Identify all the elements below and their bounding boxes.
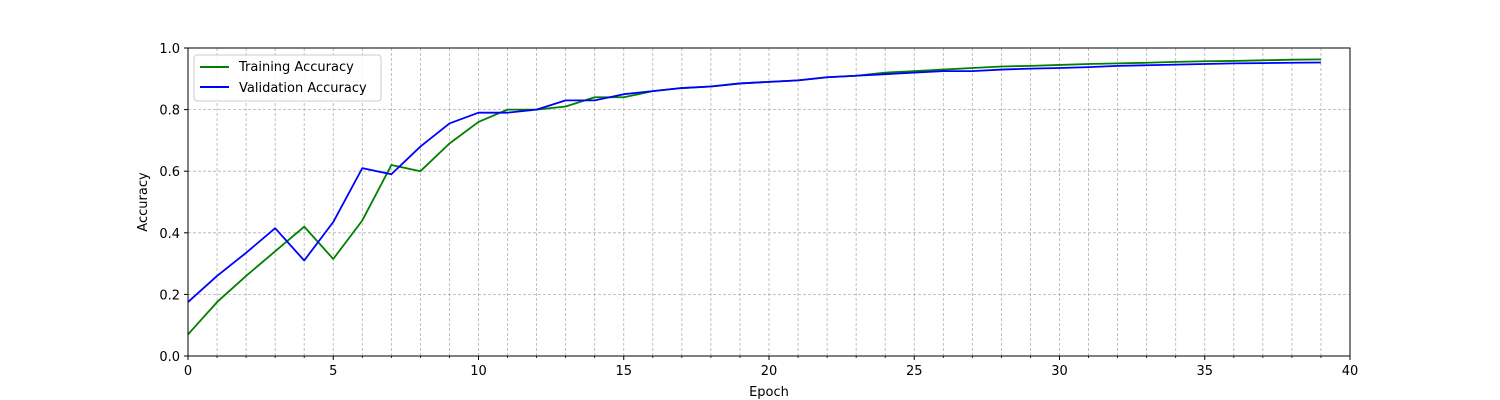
y-tick-label: 0.4: [159, 227, 180, 242]
y-tick-label: 1.0: [159, 42, 180, 57]
validation-accuracy-line: [187, 61, 1321, 303]
y-axis-label: Accuracy: [136, 172, 151, 232]
x-tick-label: 25: [906, 364, 923, 379]
legend-label-training: Training Accuracy: [238, 60, 354, 75]
x-tick-label: 30: [1051, 364, 1068, 379]
legend-label-validation: Validation Accuracy: [239, 81, 367, 96]
x-tick-label: 0: [184, 364, 192, 379]
x-tick-label: 20: [761, 364, 778, 379]
x-axis-label: Epoch: [749, 385, 789, 400]
legend-box: [193, 54, 382, 102]
x-tick-label: 15: [615, 364, 632, 379]
y-tick-label: 0.0: [159, 350, 180, 365]
x-tick-label: 40: [1342, 364, 1359, 379]
legend: Training Accuracy Validation Accuracy: [193, 54, 382, 102]
axis-ticks: 0 5 10 15 20 25 30 35 40 0.0 0.2 0.4 0.6 0.8 1.0: [159, 42, 1358, 379]
x-tick-label: 35: [1196, 364, 1213, 379]
y-tick-label: 0.6: [159, 165, 180, 180]
y-tick-label: 0.2: [159, 288, 180, 303]
grid: [188, 48, 1350, 356]
x-tick-label: 10: [470, 364, 487, 379]
x-tick-label: 5: [329, 364, 337, 379]
y-tick-label: 0.8: [159, 104, 180, 119]
series-lines: [187, 58, 1321, 336]
